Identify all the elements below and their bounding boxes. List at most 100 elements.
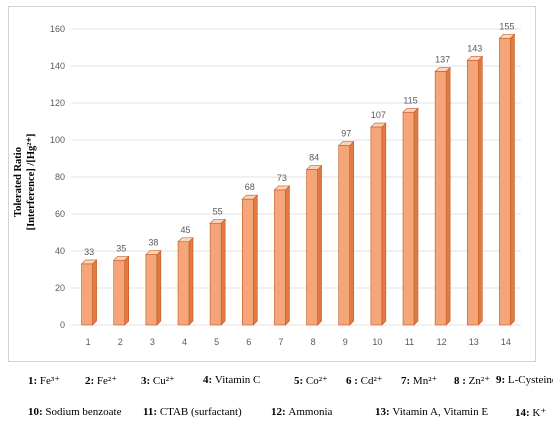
legend-item-number: 12:	[271, 406, 289, 418]
legend-item-name: Vitamin A, Vitamin E	[392, 406, 489, 418]
legend-item-name: Vitamin C	[214, 374, 261, 386]
legend-item-name: Ammonia	[288, 406, 333, 418]
legend-item-number: 1:	[28, 375, 40, 387]
legend-item: 13: Vitamin A, Vitamin E	[375, 406, 488, 418]
legend-item-number: 7:	[401, 375, 413, 387]
legend-item-number: 11:	[143, 406, 160, 418]
y-tick-label: 160	[50, 24, 65, 34]
data-label: 155	[499, 21, 514, 31]
data-label: 38	[148, 238, 158, 248]
legend-item: 9: L-Cysteine	[496, 374, 553, 386]
bars	[80, 33, 516, 326]
bar	[498, 33, 516, 326]
x-tick-label: 10	[372, 337, 382, 347]
x-tick-label: 11	[405, 337, 414, 347]
legend-row-1: 1: Fe³⁺ 2: Fe²⁺ 3: Cu²⁺ 4: Vitamin C 5: Co²⁺…	[28, 374, 553, 406]
y-axis-label-line2: [Interference] /[Hg²⁺]	[26, 134, 37, 231]
legend-item: 2: Fe²⁺	[85, 374, 117, 387]
legend-item: 4: Vitamin C	[203, 374, 260, 386]
legend-item: 14: K⁺	[515, 406, 546, 419]
legend-item-number: 3:	[141, 375, 153, 387]
y-tick-label: 100	[50, 135, 65, 145]
bar	[209, 218, 226, 326]
bar	[434, 66, 451, 326]
legend: 1: Fe³⁺ 2: Fe²⁺ 3: Cu²⁺ 4: Vitamin C 5: Co²⁺…	[28, 374, 553, 438]
bar	[177, 237, 194, 326]
legend-item-name: CTAB (surfactant)	[159, 406, 242, 418]
data-label: 35	[116, 243, 126, 253]
y-axis-label-line1: Tolerated Ratio	[13, 147, 24, 217]
legend-item-name: Cu²⁺	[152, 375, 175, 387]
x-tick-label: 7	[278, 337, 283, 347]
legend-item-name: Fe³⁺	[39, 375, 61, 387]
legend-item-number: 14:	[515, 407, 533, 419]
data-label: 45	[180, 225, 190, 235]
data-label: 55	[213, 206, 223, 216]
data-label: 143	[467, 43, 482, 53]
bar	[337, 140, 355, 326]
y-tick-label: 140	[50, 61, 65, 71]
x-tick-label: 14	[501, 337, 511, 347]
legend-item-name: Zn²⁺	[468, 375, 490, 387]
legend-item: 8 : Zn²⁺	[454, 374, 490, 387]
legend-item-name: Fe²⁺	[96, 375, 118, 387]
x-tick-label: 1	[86, 337, 91, 347]
data-label: 97	[341, 129, 351, 139]
bar	[305, 164, 323, 326]
legend-item-number: 5:	[294, 375, 306, 387]
legend-row-2: 10: Sodium benzoate 11: CTAB (surfactant)…	[28, 406, 548, 438]
bar	[370, 122, 387, 326]
legend-item-name: Co²⁺	[305, 375, 328, 387]
x-tick-label: 3	[150, 337, 155, 347]
legend-item-number: 2:	[85, 375, 97, 387]
legend-item-number: 4:	[203, 374, 215, 386]
data-label: 115	[403, 95, 417, 105]
y-tick-label: 120	[50, 98, 65, 108]
legend-item-name: Sodium benzoate	[45, 406, 122, 418]
legend-item: 10: Sodium benzoate	[28, 406, 122, 418]
legend-item: 1: Fe³⁺	[28, 374, 60, 387]
legend-item-name: Mn²⁺	[412, 375, 438, 387]
legend-item-name: L-Cysteine	[507, 374, 553, 386]
legend-item-number: 6 :	[346, 375, 361, 387]
chart-frame: 0 20 40 60 80 100 120 140 160 1 2 3 4 5 6 7 8 9 10 11 12 13 1…	[8, 6, 536, 362]
legend-item-number: 8 :	[454, 375, 469, 387]
y-tick-label: 40	[55, 246, 65, 256]
data-label: 137	[435, 55, 450, 65]
y-tick-label: 0	[60, 320, 65, 330]
legend-item: 5: Co²⁺	[294, 374, 328, 387]
data-labels: 33 35 38 45 55 68 73 84 97 107 115 137 143 155	[84, 21, 514, 257]
bar	[466, 55, 484, 326]
legend-item: 12: Ammonia	[271, 406, 332, 418]
legend-item: 3: Cu²⁺	[141, 374, 175, 387]
x-tick-label: 12	[437, 337, 447, 347]
legend-item: 6 : Cd²⁺	[346, 374, 383, 387]
bar	[112, 255, 130, 326]
x-tick-labels: 1 2 3 4 5 6 7 8 9 10 11 12 13 14	[86, 337, 511, 347]
bar	[80, 259, 98, 326]
x-tick-label: 8	[311, 337, 316, 347]
legend-item-number: 10:	[28, 406, 46, 418]
legend-item-number: 13:	[375, 406, 393, 418]
bar	[402, 107, 419, 326]
gridlines	[71, 28, 521, 326]
data-label: 68	[245, 182, 255, 192]
bar	[241, 194, 259, 326]
bar	[273, 185, 291, 326]
data-label: 33	[84, 247, 94, 257]
data-label: 107	[371, 110, 386, 120]
x-tick-label: 9	[343, 337, 348, 347]
x-tick-label: 2	[118, 337, 123, 347]
y-tick-label: 60	[55, 209, 65, 219]
bar	[145, 249, 162, 326]
data-label: 73	[277, 173, 287, 183]
legend-item: 11: CTAB (surfactant)	[143, 406, 242, 418]
x-tick-label: 13	[469, 337, 479, 347]
legend-item-name: Cd²⁺	[360, 375, 383, 387]
legend-item-name: K⁺	[532, 407, 547, 419]
y-tick-label: 20	[55, 283, 65, 293]
x-tick-label: 5	[214, 337, 219, 347]
x-tick-label: 6	[246, 337, 251, 347]
x-tick-label: 4	[182, 337, 187, 347]
